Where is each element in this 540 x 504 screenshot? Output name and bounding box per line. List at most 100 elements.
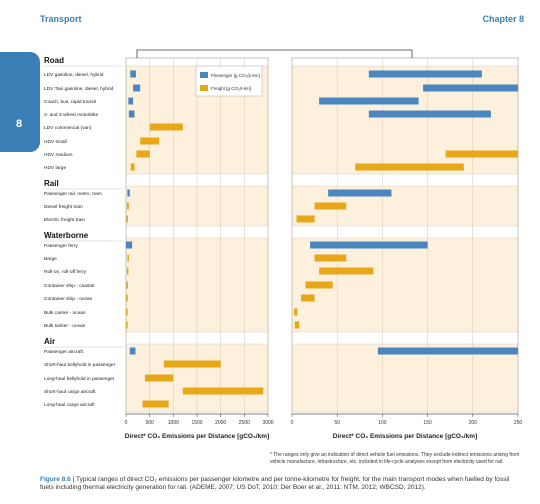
bar-1-freight-5 xyxy=(140,137,160,145)
tick-label-2-4: 200 xyxy=(469,420,478,426)
legend-label-passenger: Passenger [g CO₂/p-km] xyxy=(211,73,260,78)
bar-1-passenger-1 xyxy=(133,84,141,92)
category-label-11: Passenger ferry xyxy=(44,243,78,249)
legend-swatch-passenger xyxy=(200,72,208,78)
category-label-16: Bulk carrier - ocean xyxy=(44,310,86,316)
bar-1-freight-19 xyxy=(163,360,221,368)
tick-label-1-6: 3000 xyxy=(262,420,273,426)
bar-1-freight-16 xyxy=(126,308,128,316)
category-label-20: Long-haul bellyhold in passenger xyxy=(44,376,115,382)
category-label-22: Long-haul cargo aircraft xyxy=(44,402,95,408)
tick-label-1-4: 2000 xyxy=(215,420,226,426)
tick-label-1-0: 0 xyxy=(125,420,128,426)
x-axis-label-1: Direct* CO₂ Emissions per Distance [gCO₂… xyxy=(125,433,269,440)
category-label-8: Passenger rail, metro, tram xyxy=(44,191,102,197)
legend-box xyxy=(195,65,263,97)
caption-text: Typical ranges of direct CO₂ emissions p… xyxy=(40,476,510,491)
bar-2-freight-17 xyxy=(294,321,300,329)
tick-label-2-1: 50 xyxy=(334,420,340,426)
category-label-9: Diesel freight train xyxy=(44,204,83,210)
category-label-3: 2- and 3-wheel motorbike xyxy=(44,112,98,118)
category-label-6: HDV medium xyxy=(44,152,73,158)
group-label-1: Rail xyxy=(44,179,59,188)
bar-1-freight-4 xyxy=(149,123,183,131)
bar-2-freight-15 xyxy=(301,294,315,302)
bar-2-freight-13 xyxy=(319,267,374,275)
group-label-0: Road xyxy=(44,56,64,65)
group-label-3: Air xyxy=(44,337,55,346)
bar-2-freight-12 xyxy=(314,254,347,262)
bar-1-freight-12 xyxy=(127,254,129,262)
category-label-14: Container ship - coastal xyxy=(44,283,94,289)
category-label-10: Electric freight train xyxy=(44,217,85,223)
panel-2-group-1 xyxy=(291,65,519,175)
tick-label-2-5: 250 xyxy=(514,420,523,426)
bar-1-freight-22 xyxy=(142,400,169,408)
bar-2-freight-16 xyxy=(293,308,298,316)
bar-2-passenger-18 xyxy=(377,347,518,355)
bar-1-passenger-11 xyxy=(126,241,133,249)
bar-1-freight-21 xyxy=(182,387,264,395)
bar-2-passenger-8 xyxy=(328,189,392,197)
bar-2-passenger-3 xyxy=(368,110,491,118)
bar-1-freight-7 xyxy=(130,163,135,171)
bar-1-freight-15 xyxy=(126,294,128,302)
bar-2-passenger-1 xyxy=(423,84,518,92)
figure-caption: Figure 8.6 | Typical ranges of direct CO… xyxy=(40,476,520,492)
caption-label: Figure 8.6 | xyxy=(40,476,75,483)
bar-1-freight-9 xyxy=(126,202,129,210)
footnote: * The ranges only give an indication of … xyxy=(270,452,520,465)
x-axis-label-2: Direct* CO₂ Emissions per Distance [gCO₂… xyxy=(333,433,477,440)
tick-label-2-2: 100 xyxy=(378,420,387,426)
category-label-17: Bulk tanker - ocean xyxy=(44,323,86,329)
panel-bracket xyxy=(136,49,413,58)
category-label-12: Barge xyxy=(44,256,57,262)
category-label-7: HDV large xyxy=(44,165,66,171)
category-label-13: Roll-on, roll-off ferry xyxy=(44,269,87,275)
legend-label-freight: Freight [g CO₂/t-km] xyxy=(211,86,251,91)
bar-1-passenger-18 xyxy=(129,347,136,355)
category-label-0: LDV gasoline, diesel, hybrid xyxy=(44,72,104,78)
chapter-tab: 8 xyxy=(0,52,40,152)
bar-1-freight-20 xyxy=(144,374,174,382)
category-label-2: Coach, bus, rapid transit xyxy=(44,99,97,105)
category-label-21: Short-haul cargo aircraft xyxy=(44,389,96,395)
category-label-15: Container ship - ocean xyxy=(44,296,93,302)
bar-2-passenger-2 xyxy=(319,97,419,105)
bar-1-freight-6 xyxy=(136,150,150,158)
bar-1-passenger-3 xyxy=(128,110,135,118)
bar-1-passenger-2 xyxy=(128,97,134,105)
tick-label-1-1: 500 xyxy=(145,420,154,426)
bar-2-freight-6 xyxy=(445,150,518,158)
tick-label-2-0: 0 xyxy=(291,420,294,426)
category-label-4: LDV commercial (van) xyxy=(44,125,92,131)
bar-1-passenger-8 xyxy=(127,189,130,197)
bar-2-passenger-0 xyxy=(368,70,482,78)
bar-2-passenger-11 xyxy=(310,241,428,249)
group-label-2: Waterborne xyxy=(44,231,89,240)
bar-2-freight-10 xyxy=(296,215,315,223)
header-left: Transport xyxy=(40,14,82,24)
bar-2-freight-14 xyxy=(305,281,333,289)
bar-2-freight-7 xyxy=(355,163,464,171)
legend: Passenger [g CO₂/p-km] Freight [g CO₂/t-… xyxy=(195,65,263,97)
tick-label-1-3: 1500 xyxy=(191,420,202,426)
bar-1-freight-10 xyxy=(126,215,128,223)
bar-1-freight-14 xyxy=(126,281,128,289)
legend-swatch-freight xyxy=(200,85,208,91)
bar-2-freight-9 xyxy=(314,202,347,210)
tick-label-1-2: 1000 xyxy=(168,420,179,426)
tick-label-2-3: 150 xyxy=(423,420,432,426)
category-label-18: Passenger aircraft xyxy=(44,349,84,355)
chapter-tab-label: 8 xyxy=(16,118,23,130)
tick-label-1-5: 2500 xyxy=(239,420,250,426)
bar-1-freight-17 xyxy=(126,321,128,329)
panel-2-group-4 xyxy=(291,343,519,413)
header-right: Chapter 8 xyxy=(482,14,524,24)
bar-1-passenger-0 xyxy=(130,70,136,78)
category-label-19: Short-haul bellyhold in passenger xyxy=(44,362,116,368)
category-label-1: LDV Taxi gasoline, diesel, hybrid xyxy=(44,86,114,92)
category-label-5: HDV small xyxy=(44,139,67,145)
bar-1-freight-13 xyxy=(126,267,129,275)
